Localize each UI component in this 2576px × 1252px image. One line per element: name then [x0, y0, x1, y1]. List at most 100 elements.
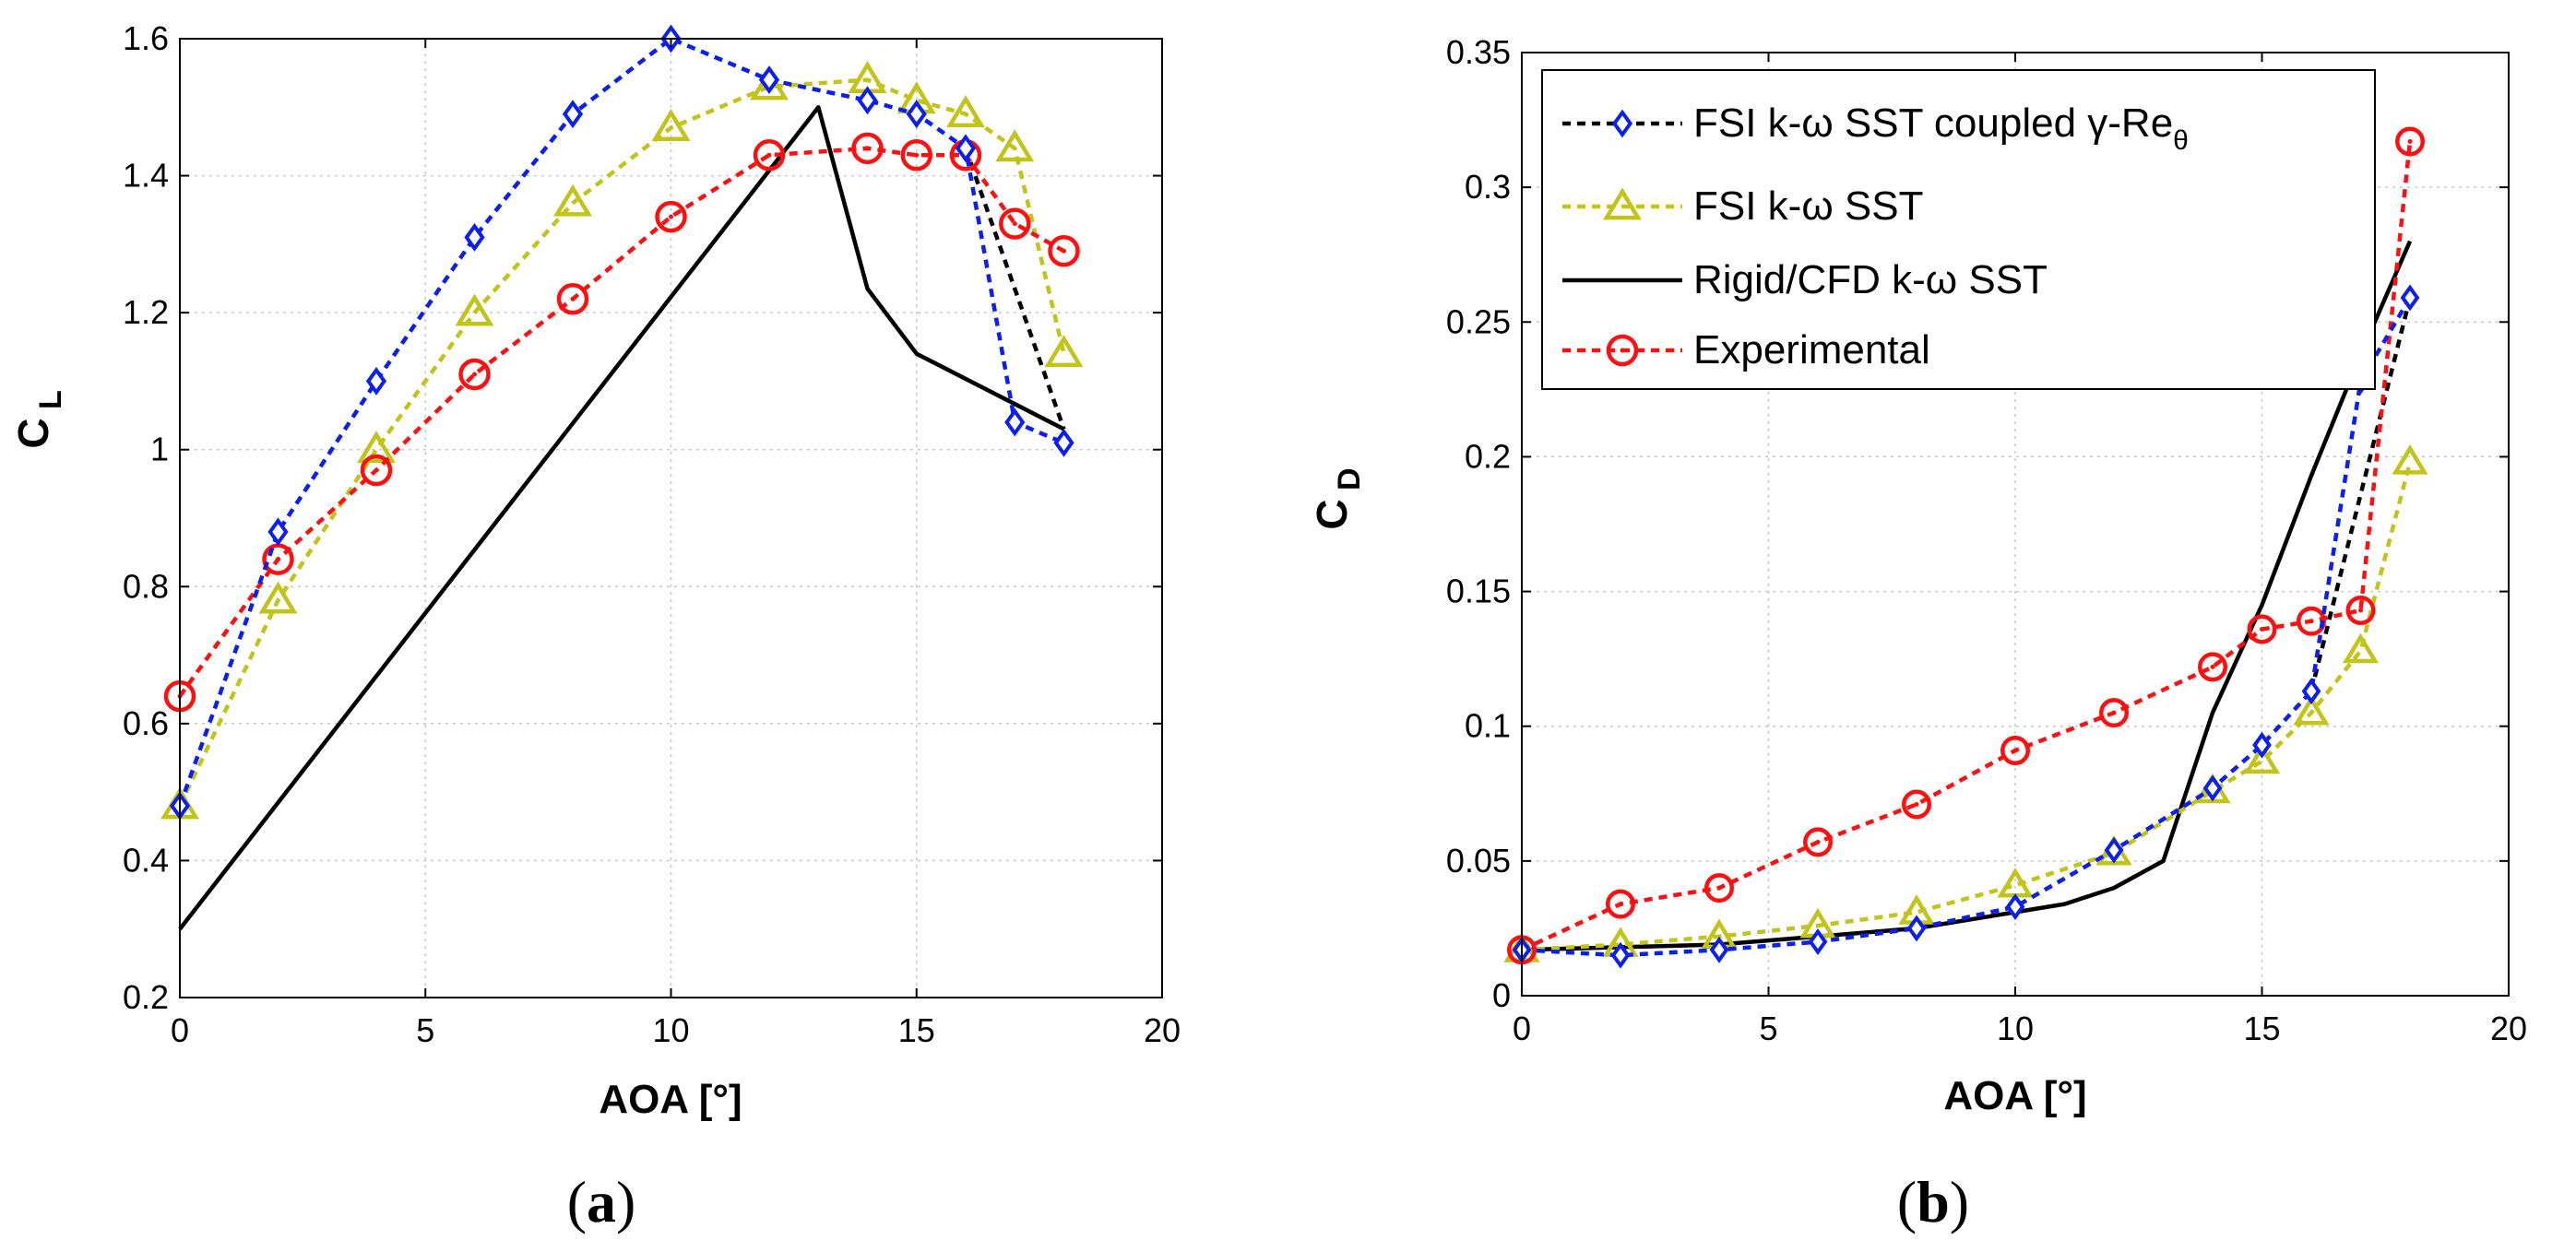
- data-point-experimental-dot: [1716, 885, 1722, 891]
- series-fsi-coupled-tail: [963, 148, 1066, 431]
- series-line-rigid: [178, 105, 1065, 931]
- data-point-fsi-sst: [2392, 444, 2428, 475]
- data-point-experimental: [2345, 596, 2376, 626]
- data-point-experimental: [851, 132, 884, 165]
- legend-label-fsi-sst: FSI k-ω SST: [1693, 183, 1923, 229]
- data-point-experimental-dot: [669, 214, 673, 219]
- y-tick-label: 1.2: [123, 293, 169, 331]
- data-point-fsi-coupled: [1610, 941, 1631, 969]
- data-point-experimental-dot: [2260, 626, 2264, 632]
- x-tick-label: 10: [1997, 1010, 2034, 1047]
- y-tick-label: 1.4: [123, 157, 169, 195]
- y-tick-label: 0.1: [1465, 707, 1511, 745]
- data-point-experimental-dot: [2210, 664, 2215, 669]
- series-experimental: [1507, 126, 2425, 965]
- y-tick-label: 0.35: [1446, 33, 1511, 71]
- x-tick-label: 20: [2490, 1010, 2527, 1047]
- svg-text:D: D: [1332, 467, 1367, 490]
- y-axis-label-a: C L: [9, 390, 68, 448]
- legend-sample-experimental: [1562, 334, 1682, 367]
- data-point-fsi-sst: [2243, 743, 2281, 774]
- data-point-fsi-sst: [455, 293, 494, 326]
- y-tick-label: 0.8: [123, 567, 169, 605]
- y-tick-label: 0: [1492, 976, 1511, 1014]
- y-tick-label: 0.25: [1446, 302, 1511, 340]
- data-point-experimental: [2198, 652, 2227, 682]
- data-point-fsi-coupled: [2202, 774, 2223, 802]
- data-point-experimental-dot: [2012, 748, 2018, 753]
- y-tick-label: 1: [150, 431, 169, 468]
- data-point-experimental: [1902, 789, 1931, 820]
- data-point-experimental: [1803, 827, 1833, 857]
- data-point-experimental: [2099, 698, 2129, 728]
- ticks-b: 0 5 10 15 20 0 0.05 0.1 0.15 0.2 0.25 0.3 0.35: [1446, 33, 2527, 1047]
- data-point-experimental-dot: [1012, 221, 1017, 227]
- data-point-experimental: [655, 200, 687, 233]
- x-tick-label: 0: [1513, 1010, 1531, 1047]
- y-tick-label: 0.6: [123, 704, 169, 742]
- x-tick-label: 15: [898, 1011, 935, 1049]
- legend-label-rigid: Rigid/CFD k-ω SST: [1693, 257, 2048, 302]
- data-point-fsi-coupled: [906, 100, 927, 129]
- y-tick-label: 0.4: [123, 841, 169, 879]
- data-point-experimental: [900, 139, 932, 171]
- data-point-fsi-coupled: [857, 86, 878, 115]
- x-tick-label: 10: [652, 1011, 689, 1049]
- data-point-experimental: [556, 283, 589, 315]
- data-point-fsi-sst: [946, 95, 985, 128]
- data-point-fsi-sst: [553, 183, 592, 217]
- data-point-experimental: [999, 207, 1031, 240]
- series-line-fsi-coupled: [1521, 296, 2412, 958]
- data-point-experimental: [458, 358, 491, 391]
- data-point-experimental-dot: [374, 467, 379, 473]
- series-line-experimental: [1521, 141, 2413, 952]
- data-point-experimental-dot: [2111, 710, 2117, 715]
- data-point-fsi-coupled: [2400, 284, 2420, 312]
- data-point-experimental: [2395, 126, 2425, 157]
- data-point-fsi-sst: [995, 129, 1035, 162]
- data-point-fsi-coupled: [562, 100, 584, 129]
- data-point-experimental-dot: [276, 557, 280, 562]
- y-tick-label: 0.2: [123, 978, 169, 1016]
- data-point-experimental: [360, 454, 393, 487]
- legend-marker: [1603, 187, 1642, 220]
- y-tick-label: 0.3: [1465, 168, 1511, 206]
- legend-marker-dot: [1620, 348, 1625, 353]
- data-point-fsi-coupled: [758, 65, 780, 94]
- legend-label-fsi-coupled: FSI k-ω SST coupled γ-Reθ: [1693, 100, 2189, 156]
- y-axis-label-b: C D: [1308, 467, 1367, 529]
- data-point-fsi-coupled: [2104, 836, 2124, 864]
- data-point-fsi-coupled: [1004, 407, 1026, 437]
- x-tick-label: 5: [416, 1011, 434, 1049]
- data-point-fsi-coupled: [1808, 928, 1828, 955]
- series-line-fsi-sst: [1521, 461, 2413, 952]
- chart-panel-b: 0 5 10 15 20 0 0.05 0.1 0.15 0.2 0.25 0.3 0.35 AOA […: [1308, 33, 2527, 1234]
- x-axis-label-b: AOA [°]: [1943, 1073, 2086, 1118]
- data-point-experimental: [1704, 873, 1734, 904]
- series-rigid: [178, 105, 1065, 931]
- data-point-fsi-coupled: [267, 517, 289, 547]
- data-point-fsi-sst: [750, 67, 789, 100]
- series-group-a: [160, 24, 1084, 931]
- data-point-experimental-dot: [1914, 801, 1919, 807]
- svg-text:C: C: [1308, 499, 1356, 529]
- legend-label-experimental: Experimental: [1693, 327, 1930, 372]
- data-point-experimental: [1606, 889, 1635, 919]
- data-point-experimental-dot: [1618, 902, 1623, 907]
- y-tick-label: 0.15: [1446, 573, 1511, 610]
- x-tick-label: 20: [1144, 1011, 1181, 1049]
- legend-sample-fsi-coupled: [1562, 109, 1682, 138]
- data-point-experimental: [2000, 736, 2030, 766]
- y-tick-label: 0.05: [1446, 842, 1511, 880]
- chart-panel-a: 0 5 10 15 20 0.2 0.4 0.6 0.8 1 1.2 1.4 1.6 AOA [°] C…: [9, 19, 1181, 1234]
- legend: FSI k-ω SST coupled γ-Reθ FSI k-ω SST Ri…: [1541, 69, 2376, 390]
- data-point-fsi-coupled: [1709, 936, 1729, 963]
- series-line-fsi-sst: [177, 77, 1066, 807]
- panel-label-b: (b): [1897, 1169, 1969, 1234]
- data-point-fsi-coupled: [2005, 893, 2025, 920]
- series-rigid: [1521, 240, 2413, 952]
- legend-sample-fsi-sst: [1562, 187, 1682, 220]
- data-point-experimental-dot: [1062, 248, 1066, 254]
- data-point-fsi-coupled: [464, 223, 485, 252]
